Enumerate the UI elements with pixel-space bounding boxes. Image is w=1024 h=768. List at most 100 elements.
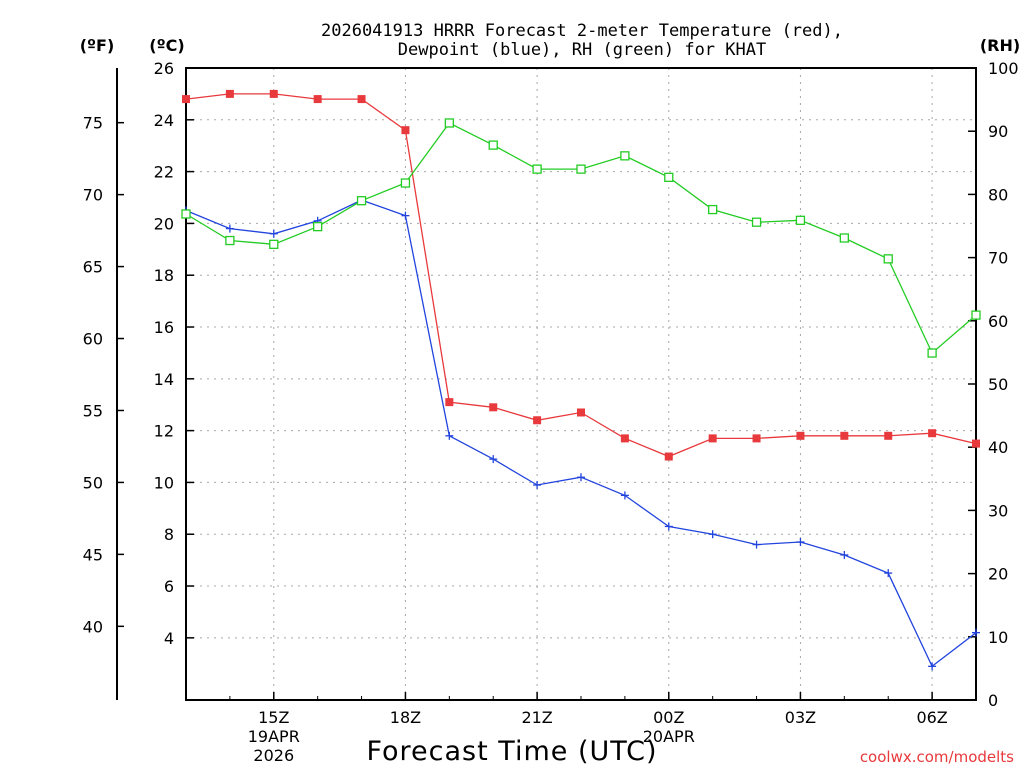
rh-line [185,122,977,355]
rh-point-30 [927,348,937,358]
dewpoint-point-20 [489,455,498,464]
rh-point-17 [356,196,367,206]
temperature-point-26 [752,434,761,443]
x-tick-label-03Z: 03Z [785,708,816,727]
rh-point-22 [576,164,586,174]
temperature-point-20 [489,403,498,412]
celsius-tick-label-6: 6 [164,577,174,596]
celsius-tick-label-14: 14 [154,370,174,389]
x-tick-label-15Z: 15Z [258,708,289,727]
x-tick-date-00Z: 20APR [643,727,695,746]
chart-title-line2: Dewpoint (blue), RH (green) for KHAT [398,40,766,60]
rh-point-24 [664,172,674,182]
dewpoint-point-18 [401,211,410,220]
rh-point-23 [620,151,630,161]
temperature-point-17 [357,95,366,104]
x-tick-label-00Z: 00Z [653,708,684,727]
temperature-point-18 [401,126,410,135]
dewpoint-point-14 [225,224,234,233]
rh-point-20 [488,140,498,150]
fahrenheit-tick-label-40: 40 [83,617,103,636]
x-tick-label-18Z: 18Z [390,708,421,727]
rh-tick-label-20: 20 [988,565,1008,584]
rh-point-31 [971,310,981,320]
temperature-point-14 [225,89,234,98]
celsius-tick-label-12: 12 [154,422,174,441]
rh-point-14 [225,235,235,246]
rh-point-18 [400,178,411,188]
tick-labels: 4 6 8 10 12 14 16 18 20 22 24 26 40 45 50 55 60 65 70 75 0 10… [83,59,1019,765]
rh-tick-label-100: 100 [988,59,1019,78]
celsius-tick-label-18: 18 [154,266,174,285]
temperature-point-30 [928,429,937,438]
temperature-series [182,89,980,461]
temperature-point-13 [182,95,190,104]
temperature-point-27 [796,431,805,440]
fahrenheit-tick-label-70: 70 [83,186,103,205]
celsius-tick-label-26: 26 [154,59,174,78]
celsius-tick-label-8: 8 [164,525,174,544]
rh-point-16 [313,221,323,232]
rh-point-28 [839,233,849,243]
x-tick-label-06Z: 06Z [916,708,947,727]
celsius-tick-label-16: 16 [154,318,174,337]
dewpoint-point-23 [620,491,629,500]
fahrenheit-axis-label: (ºF) [80,36,115,55]
temperature-point-24 [664,452,673,461]
dewpoint-line [185,199,977,668]
grid-lines [186,68,976,700]
x-tick-year-15Z: 2026 [253,746,294,765]
rh-point-27 [795,215,806,225]
dewpoint-point-25 [708,530,717,539]
temperature-point-16 [313,95,322,104]
dewpoint-point-21 [533,481,542,490]
rh-tick-label-80: 80 [988,185,1008,204]
dewpoint-point-29 [884,569,893,578]
fahrenheit-tick-label-55: 55 [83,401,103,420]
dewpoint-point-28 [840,550,849,559]
temperature-point-15 [269,89,278,98]
temperature-point-31 [972,439,980,448]
chart-title-line1: 2026041913 HRRR Forecast 2-meter Tempera… [321,21,843,41]
dewpoint-point-30 [928,662,937,671]
rh-point-13 [181,209,191,219]
celsius-axis-label: (ºC) [149,36,184,55]
x-axis-title: Forecast Time (UTC) [366,736,657,767]
series-layer [181,89,981,671]
rh-tick-label-0: 0 [988,691,998,710]
rh-tick-label-40: 40 [988,438,1008,457]
rh-point-15 [269,239,279,249]
celsius-tick-label-4: 4 [164,629,174,648]
plot-frame [185,67,977,701]
rh-point-25 [708,204,718,215]
fahrenheit-tick-label-50: 50 [83,473,103,492]
rh-tick-label-90: 90 [988,122,1008,141]
rh-tick-label-30: 30 [988,501,1008,520]
temperature-point-28 [840,431,849,440]
rh-point-29 [883,254,893,264]
temperature-point-23 [620,434,629,443]
dewpoint-point-26 [752,540,761,549]
rh-tick-label-10: 10 [988,628,1008,647]
fahrenheit-tick-label-60: 60 [83,330,103,349]
x-tick-label-21Z: 21Z [521,708,552,727]
temperature-point-25 [708,434,717,443]
temperature-point-19 [445,398,454,407]
temperature-point-22 [577,408,585,417]
fahrenheit-tick-label-75: 75 [83,114,103,133]
rh-point-21 [532,164,542,174]
rh-axis-label: (RH) [980,36,1020,55]
rh-tick-label-50: 50 [988,375,1008,394]
temperature-point-21 [533,416,542,425]
dewpoint-point-31 [972,628,980,637]
dewpoint-point-27 [796,538,805,546]
dewpoint-point-24 [664,522,673,531]
axes [116,67,977,701]
rh-tick-label-60: 60 [988,312,1008,331]
dewpoint-point-22 [577,473,585,482]
fahrenheit-tick-label-65: 65 [83,258,103,277]
dewpoint-point-15 [269,229,278,238]
rh-point-26 [751,217,762,227]
rh-point-19 [444,118,454,128]
